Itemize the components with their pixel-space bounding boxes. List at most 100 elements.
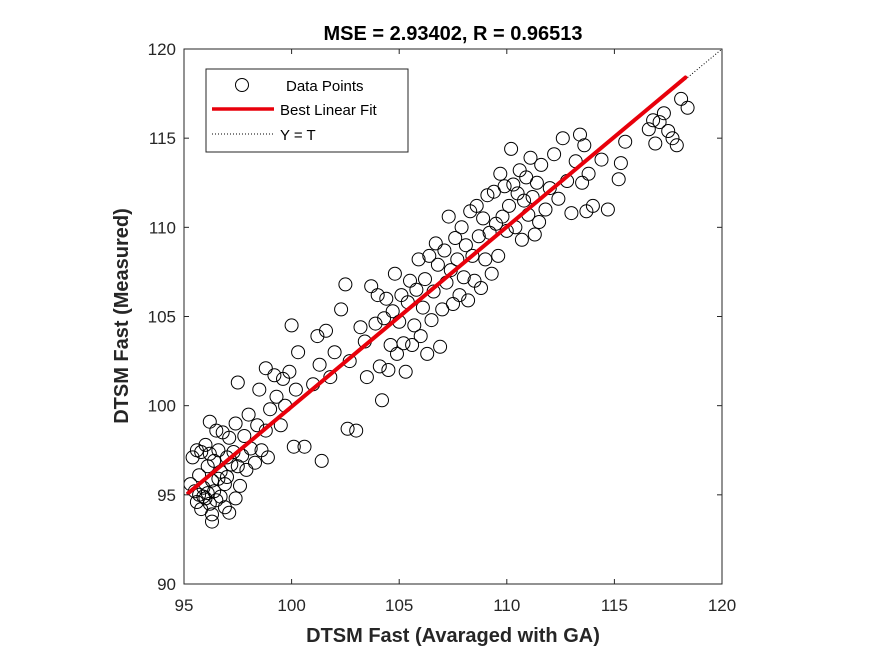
data-point [220, 470, 234, 484]
data-point [454, 220, 469, 235]
data-point [233, 478, 247, 493]
data-point [239, 462, 254, 477]
data-point [379, 291, 394, 306]
data-point [211, 443, 226, 458]
data-point [409, 282, 424, 297]
data-point [263, 402, 278, 417]
data-point [542, 181, 557, 196]
data-point [228, 416, 243, 431]
data-point [230, 375, 245, 390]
data-point [209, 423, 224, 438]
lines-layer [183, 48, 723, 496]
data-point [368, 316, 383, 331]
legend-label-best-fit: Best Linear Fit [280, 102, 378, 119]
data-point [428, 236, 443, 251]
x-axis-title: DTSM Fast (Avaraged with GA) [306, 625, 600, 647]
data-point [323, 370, 338, 385]
data-point [387, 266, 402, 281]
data-point [286, 439, 301, 454]
data-point [228, 491, 243, 506]
data-point [461, 293, 476, 308]
y-axis-title: DTSM Fast (Measured) [111, 208, 133, 424]
data-point [476, 211, 491, 226]
data-point [413, 329, 428, 344]
data-point [534, 157, 549, 172]
data-points-layer [183, 91, 695, 529]
data-point [359, 370, 374, 385]
data-point [267, 368, 282, 383]
y-tick-label: 95 [157, 486, 176, 505]
data-point [209, 493, 224, 508]
data-point [555, 131, 570, 146]
data-point [310, 329, 325, 344]
data-point [370, 288, 385, 303]
data-point [618, 134, 633, 149]
data-point [222, 430, 237, 445]
data-point [551, 191, 566, 206]
data-point [506, 177, 521, 192]
data-point [474, 281, 488, 295]
data-point [241, 407, 256, 422]
data-point [202, 446, 217, 461]
data-point [656, 106, 671, 121]
y-tick-label: 115 [149, 129, 176, 148]
data-point [252, 382, 267, 397]
data-point [532, 215, 547, 229]
data-point [189, 443, 204, 458]
data-point [646, 113, 661, 128]
data-point [648, 136, 663, 151]
data-point [314, 453, 329, 468]
chart-title: MSE = 2.93402, R = 0.96513 [323, 23, 582, 45]
best-fit-line [186, 75, 688, 496]
data-point [527, 227, 542, 242]
legend-marker-data-points [235, 78, 249, 92]
data-point [469, 198, 484, 213]
legend-label-identity: Y = T [280, 127, 316, 144]
data-point [502, 198, 516, 213]
data-point [405, 338, 420, 352]
data-point [269, 389, 284, 404]
data-point [282, 364, 297, 379]
y-tick-label: 100 [148, 397, 176, 416]
x-tick-label: 105 [385, 596, 413, 615]
data-point [529, 175, 544, 190]
data-point [353, 320, 368, 335]
data-point [258, 423, 273, 438]
data-point [456, 270, 471, 285]
data-point [250, 418, 265, 433]
data-point [448, 231, 463, 245]
data-point [581, 166, 596, 181]
data-point [390, 346, 404, 361]
data-point [517, 193, 531, 208]
data-point [465, 248, 480, 263]
data-point [202, 496, 217, 511]
data-point [514, 232, 529, 247]
data-point [396, 336, 411, 351]
data-point [641, 122, 656, 137]
data-point [217, 477, 232, 492]
data-point [497, 179, 512, 194]
data-point [375, 393, 389, 408]
x-tick-label: 115 [601, 596, 628, 615]
data-point [471, 229, 486, 244]
data-point [297, 439, 312, 454]
data-point [493, 166, 508, 181]
data-point [338, 277, 353, 292]
data-point [260, 450, 275, 465]
data-point [407, 318, 422, 333]
y-tick-label: 120 [148, 40, 176, 59]
data-point [547, 147, 562, 162]
data-point [415, 300, 430, 315]
data-point [665, 131, 680, 146]
data-point [207, 453, 222, 468]
data-point [273, 418, 288, 433]
data-point [491, 248, 506, 263]
x-tick-label: 110 [493, 596, 520, 615]
data-point [437, 243, 452, 258]
data-point [198, 437, 213, 452]
data-point [381, 363, 396, 377]
data-point [327, 345, 342, 360]
ticks-layer: 95 100 105 110 115 120 90 95 100 105 110 115 120 [148, 40, 737, 615]
